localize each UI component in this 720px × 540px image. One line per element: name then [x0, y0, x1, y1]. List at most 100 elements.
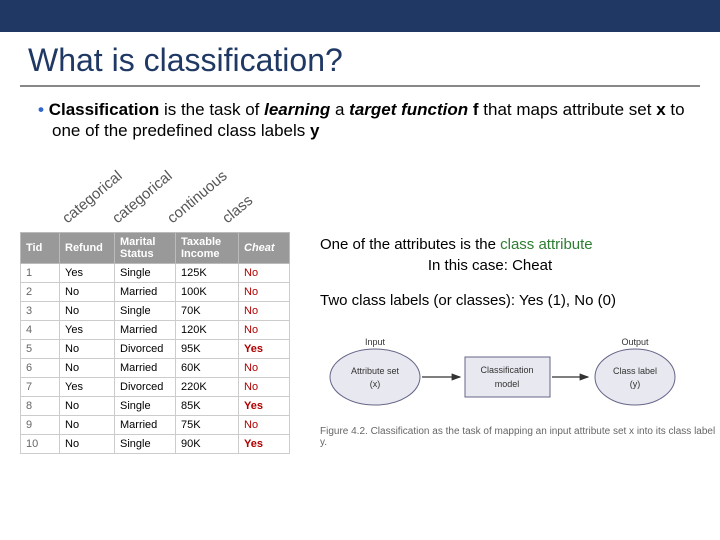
table-cell: No	[239, 320, 290, 339]
table-cell: 7	[21, 377, 60, 396]
table-cell: 4	[21, 320, 60, 339]
table-cell: No	[60, 396, 115, 415]
table-cell: 90K	[176, 434, 239, 453]
table-row: 1YesSingle125KNo	[21, 263, 290, 282]
table-cell: Single	[115, 301, 176, 320]
table-cell: 60K	[176, 358, 239, 377]
table-cell: Yes	[239, 339, 290, 358]
table-cell: 3	[21, 301, 60, 320]
table-cell: No	[60, 282, 115, 301]
bullet-dot: •	[38, 100, 49, 119]
bullet-mid3: that maps attribute set	[479, 100, 657, 119]
diagram-output-mid: Class label	[613, 366, 657, 376]
right-column: One of the attributes is the class attri…	[320, 232, 720, 454]
table-row: 8NoSingle85KYes	[21, 396, 290, 415]
diagram-input-top: Input	[365, 337, 386, 347]
table-row: 9NoMarried75KNo	[21, 415, 290, 434]
data-table-wrap: TidRefundMarital StatusTaxable IncomeChe…	[20, 232, 290, 454]
table-cell: 120K	[176, 320, 239, 339]
bullet-learning: learning	[264, 100, 330, 119]
table-cell: Yes	[239, 396, 290, 415]
right-line1: One of the attributes is the class attri…	[320, 236, 720, 253]
table-row: 5NoDivorced95KYes	[21, 339, 290, 358]
table-cell: Yes	[239, 434, 290, 453]
table-row: 7YesDivorced220KNo	[21, 377, 290, 396]
table-cell: Single	[115, 396, 176, 415]
bullet-classification: Classification	[49, 100, 160, 119]
diagram-model-bot: model	[495, 379, 520, 389]
title-underline	[20, 85, 700, 87]
content-row: TidRefundMarital StatusTaxable IncomeChe…	[20, 232, 720, 454]
right-line1a: One of the attributes is the	[320, 236, 500, 253]
bullet-f: f	[468, 100, 478, 119]
table-cell: 220K	[176, 377, 239, 396]
bullet-mid2: a	[330, 100, 349, 119]
table-cell: Married	[115, 320, 176, 339]
table-cell: Married	[115, 282, 176, 301]
annot-class: class	[219, 192, 256, 227]
table-cell: 75K	[176, 415, 239, 434]
bullet-text: • Classification is the task of learning…	[38, 99, 690, 142]
diagram-input-bot: (x)	[370, 379, 381, 389]
table-cell: Single	[115, 434, 176, 453]
bullet-target-fn: target function	[349, 100, 468, 119]
table-header-row: TidRefundMarital StatusTaxable IncomeChe…	[21, 232, 290, 263]
table-cell: No	[60, 434, 115, 453]
table-cell: No	[239, 415, 290, 434]
table-cell: Divorced	[115, 377, 176, 396]
data-table: TidRefundMarital StatusTaxable IncomeChe…	[20, 232, 290, 454]
table-cell: Yes	[60, 320, 115, 339]
table-cell: 10	[21, 434, 60, 453]
diagram-input-mid: Attribute set	[351, 366, 400, 376]
diagram-output-ellipse	[595, 349, 675, 405]
table-cell: Yes	[60, 377, 115, 396]
table-cell: 85K	[176, 396, 239, 415]
table-cell: No	[239, 377, 290, 396]
table-cell: 2	[21, 282, 60, 301]
diagram-model-top: Classification	[480, 365, 533, 375]
figure-caption: Figure 4.2. Classification as the task o…	[320, 426, 720, 448]
table-row: 2NoMarried100KNo	[21, 282, 290, 301]
classification-diagram: Input Attribute set (x) Classification m…	[320, 327, 720, 448]
table-body: 1YesSingle125KNo2NoMarried100KNo3NoSingl…	[21, 263, 290, 453]
diagram-svg: Input Attribute set (x) Classification m…	[320, 327, 680, 422]
table-cell: Divorced	[115, 339, 176, 358]
table-cell: Married	[115, 415, 176, 434]
table-cell: No	[60, 415, 115, 434]
diagram-output-bot: (y)	[630, 379, 641, 389]
table-cell: No	[60, 358, 115, 377]
table-cell: 5	[21, 339, 60, 358]
table-cell: No	[60, 301, 115, 320]
slide-title: What is classification?	[28, 42, 720, 79]
table-row: 3NoSingle70KNo	[21, 301, 290, 320]
bullet-x: x	[656, 100, 665, 119]
diagram-output-top: Output	[621, 337, 649, 347]
table-cell: 1	[21, 263, 60, 282]
table-cell: Yes	[60, 263, 115, 282]
table-header-cell: Refund	[60, 232, 115, 263]
top-band	[0, 0, 720, 32]
table-cell: 95K	[176, 339, 239, 358]
table-cell: No	[239, 282, 290, 301]
table-row: 4YesMarried120KNo	[21, 320, 290, 339]
right-line2: In this case: Cheat	[260, 257, 720, 274]
table-cell: 9	[21, 415, 60, 434]
table-cell: No	[239, 301, 290, 320]
bullet-y: y	[310, 121, 319, 140]
table-cell: No	[239, 358, 290, 377]
right-line1b: class attribute	[500, 236, 593, 253]
table-cell: 8	[21, 396, 60, 415]
table-cell: 6	[21, 358, 60, 377]
table-header-cell: Taxable Income	[176, 232, 239, 263]
right-line3: Two class labels (or classes): Yes (1), …	[320, 292, 720, 309]
table-header-cell: Tid	[21, 232, 60, 263]
bullet-mid1: is the task of	[159, 100, 264, 119]
annotation-layer: categorical categorical continuous class	[20, 142, 720, 237]
table-cell: 125K	[176, 263, 239, 282]
table-row: 6NoMarried60KNo	[21, 358, 290, 377]
table-cell: No	[60, 339, 115, 358]
table-cell: 70K	[176, 301, 239, 320]
diagram-model-box	[465, 357, 550, 397]
table-cell: Single	[115, 263, 176, 282]
table-header-cell: Marital Status	[115, 232, 176, 263]
